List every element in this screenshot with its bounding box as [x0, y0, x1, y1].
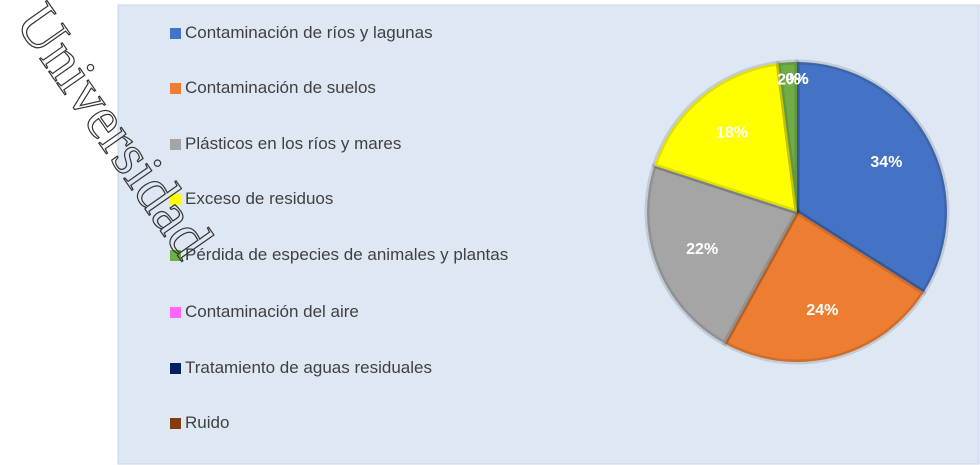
pie-slice [651, 60, 800, 215]
legend-label: Contaminación del aire [185, 302, 359, 321]
legend-item: Pérdida de especies de animales y planta… [170, 244, 530, 266]
pie-slice [794, 59, 950, 295]
legend-item: Exceso de residuos [170, 188, 530, 210]
legend-item: Contaminación de suelos [170, 77, 530, 99]
data-label: 0% [785, 71, 808, 88]
pie-slice [775, 59, 800, 215]
pie: 34%24%22%18%2%0%0%0% [644, 59, 950, 365]
legend-label: Exceso de residuos [185, 189, 334, 208]
legend-item: Contaminación del aire [170, 301, 530, 323]
legend-swatch [170, 363, 181, 374]
data-label: 18% [716, 125, 748, 142]
data-label: 0% [785, 71, 808, 88]
legend-swatch [170, 250, 181, 261]
legend-swatch [170, 28, 181, 39]
legend-swatch [170, 83, 181, 94]
legend-item: Contaminación de ríos y lagunas [170, 22, 530, 44]
data-label: 2% [777, 71, 800, 88]
legend-item: Tratamiento de aguas residuales [170, 357, 530, 379]
legend-label: Pérdida de especies de animales y planta… [185, 245, 509, 264]
legend-label: Contaminación de suelos [185, 78, 376, 97]
pie-slice [644, 163, 800, 346]
pie-slice [722, 209, 927, 365]
data-label: 0% [785, 71, 808, 88]
data-label: 24% [806, 302, 838, 319]
legend-swatch [170, 307, 181, 318]
legend-label: Plásticos en los ríos y mares [185, 134, 402, 153]
data-label: 22% [686, 241, 718, 258]
legend-item: Ruido [170, 412, 530, 434]
legend-label: Contaminación de ríos y lagunas [185, 23, 433, 42]
legend-swatch [170, 139, 181, 150]
legend-swatch [170, 418, 181, 429]
data-label: 34% [870, 154, 902, 171]
legend-item: Plásticos en los ríos y mares [170, 133, 530, 155]
legend-label: Tratamiento de aguas residuales [185, 358, 432, 377]
legend-label: Ruido [185, 413, 230, 432]
legend-swatch [170, 194, 181, 205]
